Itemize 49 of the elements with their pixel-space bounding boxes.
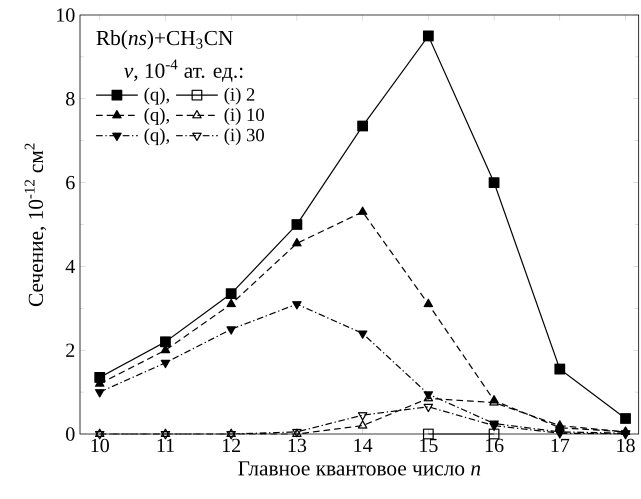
point: [292, 219, 302, 230]
legend-label: (q),: [144, 88, 169, 105]
legend-label: (q),: [144, 128, 169, 146]
y-tick-label: 0: [66, 427, 75, 441]
point: [226, 298, 236, 308]
x-tick-label: 10: [91, 438, 109, 452]
point: [358, 330, 368, 339]
point: [226, 288, 237, 300]
x-axis-title: Главное квантовое число n: [238, 461, 480, 476]
legend-title: v, 10$^{-4}$ ат. ед.:: [124, 60, 242, 82]
point: [489, 422, 499, 432]
point: [160, 360, 170, 368]
point: [488, 177, 500, 188]
point: [160, 428, 170, 437]
point: [422, 30, 434, 42]
y-tick-label: 8: [66, 92, 75, 106]
x-tick-label: 11: [158, 438, 174, 452]
y-tick-label: 10: [57, 8, 75, 22]
legend-label: (q),: [144, 108, 169, 125]
point: [292, 301, 302, 310]
y-axis-title: Сечение, 10$^{-12}$ см$^{2}$: [24, 144, 46, 306]
x-tick-label: 16: [486, 438, 504, 452]
point: [554, 364, 566, 374]
point: [424, 298, 434, 308]
point: [424, 404, 434, 412]
annotation: Rb(ns)+CH$_{3}$CN: [96, 30, 233, 50]
point: [94, 389, 104, 398]
point: [94, 428, 104, 437]
x-tick-label: 17: [552, 438, 570, 452]
point: [422, 428, 434, 440]
x-tick-label: 15: [420, 438, 438, 452]
legend-label: (i) 30: [224, 128, 264, 146]
x-tick-label: 18: [617, 438, 635, 452]
legend-label: (i) 10: [224, 108, 264, 125]
y-tick-label: 6: [66, 176, 75, 190]
point: [160, 336, 171, 348]
y-tick-label: 2: [66, 344, 74, 357]
x-tick-label: 12: [222, 438, 240, 452]
point: [358, 206, 368, 215]
y-tick-label: 4: [66, 260, 75, 273]
legend-label: (i) 2: [224, 88, 254, 105]
point: [226, 428, 236, 437]
point: [488, 428, 500, 440]
point: [226, 326, 236, 335]
point: [292, 238, 302, 246]
x-tick-label: 13: [288, 438, 306, 452]
point: [620, 413, 631, 424]
point: [357, 120, 368, 132]
x-tick-label: 14: [354, 438, 372, 452]
